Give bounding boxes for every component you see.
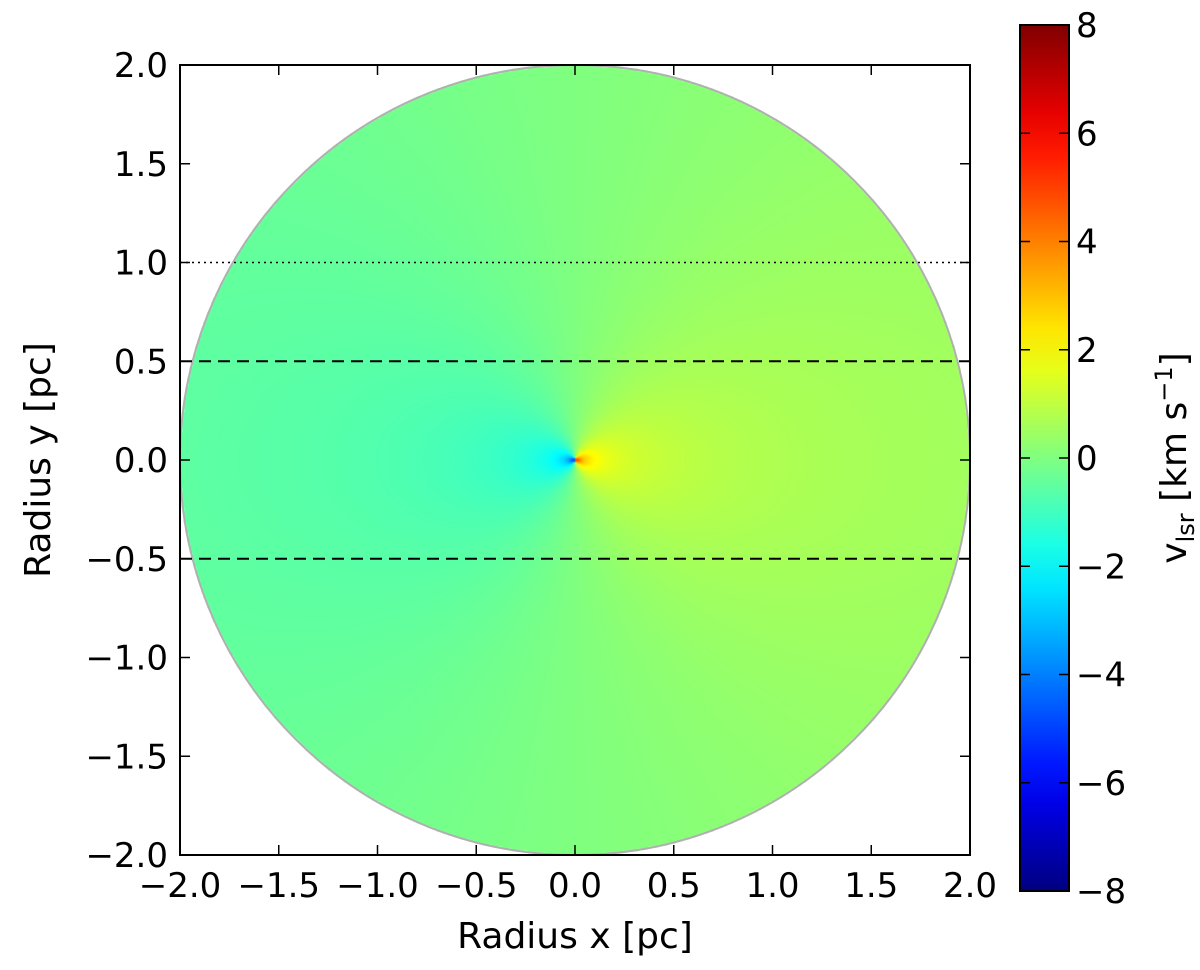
colorbar-label-close: ] bbox=[1154, 352, 1195, 366]
x-tick-label: 1.5 bbox=[844, 866, 898, 906]
y-tick-label: −1.5 bbox=[85, 737, 168, 777]
colorbar-tick-label: 4 bbox=[1076, 223, 1098, 263]
x-tick-label: −0.5 bbox=[435, 866, 518, 906]
x-axis-label: Radius x [pc] bbox=[457, 916, 693, 957]
x-tick-label: −1.0 bbox=[336, 866, 419, 906]
plot-area bbox=[179, 64, 971, 856]
x-tick-label: 1.0 bbox=[745, 866, 799, 906]
x-tick-label: 0.5 bbox=[647, 866, 701, 906]
y-tick-label: −1.0 bbox=[85, 639, 168, 679]
colorbar-tick-label: −4 bbox=[1076, 656, 1126, 696]
x-tick-label: 0.0 bbox=[548, 866, 602, 906]
y-tick-label: −2.0 bbox=[85, 836, 168, 876]
colorbar-tick-label: 6 bbox=[1076, 114, 1098, 154]
velocity-field-image bbox=[180, 65, 970, 855]
colorbar-label-subscript: lsr bbox=[1172, 513, 1200, 542]
y-tick-label: 1.0 bbox=[114, 244, 168, 284]
y-tick-label: 0.0 bbox=[114, 441, 168, 481]
colorbar-tick-label: 2 bbox=[1076, 331, 1098, 371]
y-tick-labels: 2.0 1.5 1.0 0.5 0.0 −0.5 −1.0 −1.5 −2.0 bbox=[85, 46, 168, 876]
y-axis-label: Radius y [pc] bbox=[18, 342, 59, 578]
colorbar-label-main: v bbox=[1154, 542, 1195, 563]
y-tick-label: 1.5 bbox=[114, 145, 168, 185]
x-tick-labels: −2.0 −1.5 −1.0 −0.5 0.0 0.5 1.0 1.5 2.0 bbox=[139, 866, 997, 906]
y-tick-label: −0.5 bbox=[85, 540, 168, 580]
x-tick-label: −2.0 bbox=[139, 866, 222, 906]
colorbar-tick-label: −8 bbox=[1076, 872, 1126, 912]
colorbar-tick-marks bbox=[1020, 24, 1069, 892]
y-tick-label: 2.0 bbox=[114, 46, 168, 86]
plot-frame bbox=[179, 64, 971, 856]
y-tick-label: 0.5 bbox=[114, 342, 168, 382]
colorbar: 8 6 4 2 0 −2 −4 −6 −8 vlsr [km s−1] bbox=[1019, 6, 1200, 912]
x-tick-marks bbox=[179, 65, 971, 855]
colorbar-label-unit: [km s bbox=[1154, 402, 1195, 514]
colorbar-tick-label: −2 bbox=[1076, 547, 1126, 587]
colorbar-tick-labels: 8 6 4 2 0 −2 −4 −6 −8 bbox=[1076, 6, 1126, 912]
x-tick-label: 2.0 bbox=[943, 866, 997, 906]
colorbar-label-exponent: −1 bbox=[1150, 366, 1178, 401]
colorbar-tick-label: −6 bbox=[1076, 764, 1126, 804]
colorbar-tick-label: 8 bbox=[1076, 6, 1098, 46]
colorbar-label: vlsr [km s−1] bbox=[1150, 352, 1200, 563]
colorbar-tick-label: 0 bbox=[1076, 439, 1098, 479]
x-tick-label: −1.5 bbox=[237, 866, 320, 906]
